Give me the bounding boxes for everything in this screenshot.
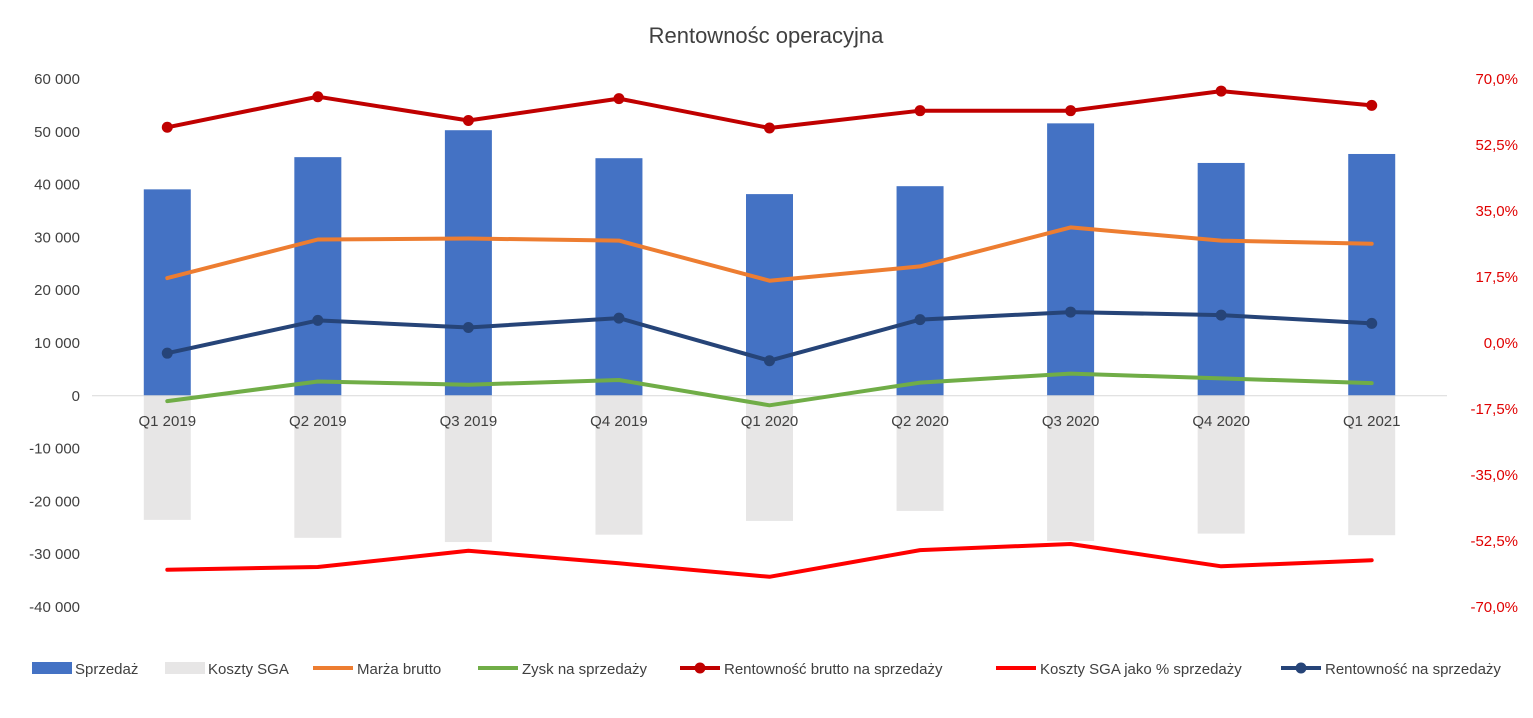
legend: Sprzedaż Koszty SGA Marża brutto Zysk na sp… — [32, 661, 1501, 678]
legend-marker-rentowność-brutto-na-sprzedaży — [694, 662, 706, 674]
y-right-tick-label: -70,0% — [1470, 599, 1518, 616]
bars-layer — [143, 123, 1396, 543]
x-tick-label: Q4 2020 — [1192, 413, 1250, 430]
legend-label-rentowność-brutto-na-sprzedaży: Rentowność brutto na sprzedaży — [724, 661, 943, 678]
x-tick-label: Q2 2019 — [289, 413, 347, 430]
legend-label-koszty-sga: Koszty SGA — [208, 661, 289, 678]
bar-koszty-sga-2 — [444, 395, 492, 543]
y-right-tick-label: -35,0% — [1470, 467, 1518, 484]
point-rentowność-na-sprzedaży-5 — [914, 314, 926, 326]
bar-sprzedaż-2 — [444, 130, 492, 396]
point-rentowność-na-sprzedaży-6 — [1065, 306, 1077, 318]
legend-label-zysk-na-sprzedaży: Zysk na sprzedaży — [522, 661, 648, 678]
y-right-tick-label: 70,0% — [1475, 71, 1518, 88]
y-right-tick-label: -52,5% — [1470, 533, 1518, 550]
bar-koszty-sga-3 — [595, 395, 643, 535]
bar-sprzedaż-7 — [1197, 162, 1245, 396]
legend-label-koszty-sga-jako-sprzedaży: Koszty SGA jako % sprzedaży — [1040, 661, 1242, 678]
y-left-tick-label: 10 000 — [34, 335, 80, 352]
bar-koszty-sga-7 — [1197, 395, 1245, 534]
point-rentowność-brutto-na-sprzedaży-3 — [613, 93, 625, 105]
point-rentowność-brutto-na-sprzedaży-0 — [161, 121, 173, 133]
bar-sprzedaż-1 — [294, 157, 342, 396]
point-rentowność-na-sprzedaży-8 — [1366, 317, 1378, 329]
legend-swatch-sprzedaż — [32, 662, 72, 674]
y-right-tick-label: -17,5% — [1470, 401, 1518, 418]
point-rentowność-brutto-na-sprzedaży-6 — [1065, 105, 1077, 117]
x-tick-label: Q1 2021 — [1343, 413, 1401, 430]
legend-label-marża-brutto: Marża brutto — [357, 661, 441, 678]
x-tick-label: Q3 2019 — [440, 413, 498, 430]
bar-koszty-sga-8 — [1348, 395, 1396, 536]
bar-koszty-sga-6 — [1047, 395, 1095, 541]
bar-sprzedaż-6 — [1047, 123, 1095, 396]
x-tick-label: Q3 2020 — [1042, 413, 1100, 430]
bar-koszty-sga-5 — [896, 395, 944, 511]
y-right-tick-label: 52,5% — [1475, 137, 1518, 154]
point-rentowność-brutto-na-sprzedaży-8 — [1366, 99, 1378, 111]
line-rentowność-brutto-na-sprzedaży — [165, 89, 1374, 130]
line-koszty-sga-jako-sprzedaży — [165, 542, 1374, 579]
legend-label-rentowność-na-sprzedaży: Rentowność na sprzedaży — [1325, 661, 1501, 678]
y-left-tick-label: 20 000 — [34, 282, 80, 299]
point-rentowność-brutto-na-sprzedaży-7 — [1215, 85, 1227, 97]
y-left-tick-label: 40 000 — [34, 177, 80, 194]
point-rentowność-brutto-na-sprzedaży-1 — [312, 91, 324, 103]
bar-sprzedaż-5 — [896, 186, 944, 396]
chart-title: Rentownośc operacyjna — [649, 23, 885, 48]
point-rentowność-na-sprzedaży-0 — [161, 347, 173, 359]
point-rentowność-na-sprzedaży-3 — [613, 312, 625, 324]
point-rentowność-na-sprzedaży-4 — [764, 355, 775, 367]
legend-swatch-koszty-sga — [165, 662, 205, 674]
bar-koszty-sga-4 — [746, 395, 793, 521]
y-left-tick-label: 30 000 — [34, 229, 80, 246]
y-left-tick-label: 60 000 — [34, 71, 80, 88]
y-right-tick-label: 35,0% — [1475, 203, 1518, 220]
line-zysk-na-sprzedaży — [165, 371, 1374, 408]
y-left-tick-label: -30 000 — [29, 546, 80, 563]
lines-layer — [161, 85, 1378, 579]
y-left-tick-label: 0 — [72, 388, 80, 405]
x-tick-label: Q2 2020 — [891, 413, 949, 430]
y-left-tick-label: -10 000 — [29, 441, 80, 458]
line-marża-brutto — [165, 225, 1374, 283]
y-left-tick-label: 50 000 — [34, 124, 80, 141]
x-tick-label: Q1 2020 — [741, 413, 799, 430]
bar-sprzedaż-3 — [595, 158, 643, 396]
axes-layer: 60 000 50 000 40 000 30 000 20 000 10 000 0 -10… — [29, 71, 1518, 616]
y-left-tick-label: -20 000 — [29, 493, 80, 510]
y-right-tick-label: 17,5% — [1475, 269, 1518, 286]
bar-sprzedaż-0 — [143, 189, 191, 396]
point-rentowność-brutto-na-sprzedaży-5 — [914, 105, 926, 117]
bar-sprzedaż-8 — [1348, 153, 1396, 396]
bar-koszty-sga-1 — [294, 395, 342, 538]
point-rentowność-brutto-na-sprzedaży-4 — [764, 122, 775, 134]
point-rentowność-na-sprzedaży-2 — [462, 322, 474, 334]
legend-label-sprzedaż: Sprzedaż — [75, 661, 138, 678]
point-rentowność-brutto-na-sprzedaży-2 — [462, 114, 474, 126]
y-left-tick-label: -40 000 — [29, 599, 80, 616]
bar-koszty-sga-0 — [143, 395, 191, 520]
x-tick-label: Q4 2019 — [590, 413, 648, 430]
y-right-tick-label: 0,0% — [1484, 335, 1518, 352]
point-rentowność-na-sprzedaży-7 — [1215, 309, 1227, 321]
x-tick-label: Q1 2019 — [139, 413, 197, 430]
point-rentowność-na-sprzedaży-1 — [312, 314, 324, 326]
legend-marker-rentowność-na-sprzedaży — [1295, 662, 1307, 674]
